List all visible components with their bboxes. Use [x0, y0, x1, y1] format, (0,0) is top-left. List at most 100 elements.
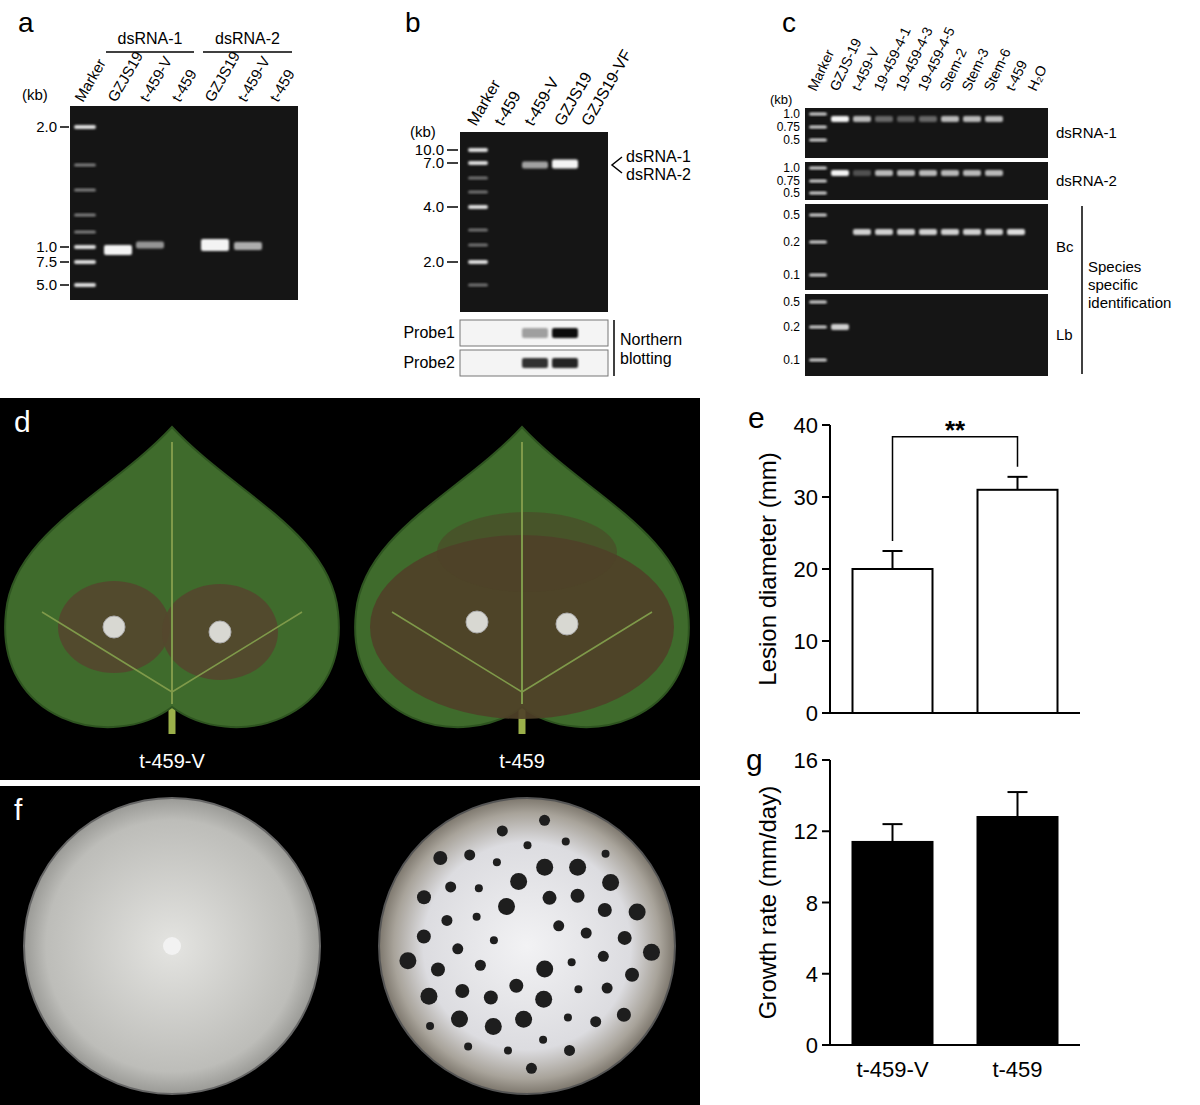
gel-band — [74, 164, 96, 167]
sclerotium — [536, 961, 553, 978]
sclerotium — [536, 859, 553, 876]
panel-label: g — [746, 743, 763, 776]
agar-disk — [209, 621, 231, 643]
marker-tick — [447, 261, 458, 263]
marker-tick — [447, 206, 458, 208]
sclerotium — [535, 991, 552, 1008]
strip-label: dsRNA-2 — [1056, 172, 1117, 189]
sclerotium — [564, 1013, 572, 1021]
sclerotium — [475, 884, 483, 892]
gel-band — [522, 328, 548, 338]
gel-band — [919, 170, 937, 176]
group-label: dsRNA-1 — [118, 30, 183, 47]
gel-band — [809, 359, 827, 362]
gel-band — [941, 170, 959, 176]
gel-band — [468, 244, 488, 247]
group-label-line: identification — [1088, 294, 1171, 311]
gel-band — [74, 260, 96, 264]
gel-band — [831, 324, 849, 330]
gel-band — [809, 192, 827, 195]
gel-band — [74, 214, 96, 217]
sclerotium — [455, 984, 469, 998]
vein — [521, 442, 523, 704]
tick-label: 0 — [806, 1033, 818, 1058]
agar-disk — [103, 616, 125, 638]
error-line — [1017, 477, 1019, 490]
marker-size: 0.1 — [783, 268, 800, 282]
sclerotium — [602, 983, 613, 994]
tick-label: 12 — [794, 819, 818, 844]
strip-label: Lb — [1056, 326, 1073, 343]
sclerotium — [574, 985, 582, 993]
y-tick — [822, 973, 830, 975]
marker-tick — [447, 162, 458, 164]
marker-size: 0.1 — [783, 353, 800, 367]
sclerotium — [539, 815, 550, 826]
error-bar — [883, 551, 903, 569]
gel — [805, 108, 1048, 158]
vein — [522, 612, 652, 692]
gel-band — [468, 161, 488, 165]
sclerotium — [464, 849, 475, 860]
tick-label: t-459-V — [856, 1057, 928, 1082]
strip-label: Bc — [1056, 238, 1074, 255]
sclerotium — [490, 936, 498, 944]
sclerotium — [629, 904, 646, 921]
marker-size: 1.0 — [783, 161, 800, 175]
blot — [460, 320, 608, 346]
gel-band — [74, 245, 96, 249]
caption: t-459-V — [139, 750, 205, 772]
gel — [805, 204, 1048, 290]
gel-band — [74, 283, 96, 287]
marker-size: 0.5 — [783, 295, 800, 309]
bar — [978, 817, 1058, 1045]
gel-band — [919, 116, 937, 122]
y-tick — [822, 496, 830, 498]
gel-band — [136, 242, 164, 249]
gel-band — [809, 274, 827, 277]
sclerotium — [568, 958, 576, 966]
sclerotium — [523, 841, 531, 849]
error-cap — [1008, 791, 1028, 793]
marker-size: 7.0 — [423, 154, 444, 171]
sclerotium — [618, 931, 632, 945]
marker-size: 2.0 — [423, 253, 444, 270]
gel-band — [809, 139, 827, 142]
gel-band — [809, 214, 827, 217]
lane-label: t-459 — [491, 88, 524, 128]
gel-band — [468, 148, 488, 152]
band-label: dsRNA-1 — [626, 148, 691, 165]
gel-band — [853, 116, 871, 122]
gel-band — [74, 125, 96, 129]
gel-band — [897, 170, 915, 176]
gel — [805, 162, 1048, 200]
gel-band — [468, 260, 488, 264]
agar-disk — [466, 611, 488, 633]
gel-band — [985, 170, 1003, 176]
group-label: dsRNA-2 — [215, 30, 280, 47]
bar — [853, 569, 933, 713]
unit-label: (kb) — [410, 123, 436, 140]
sclerotium — [433, 851, 447, 865]
gel-band — [552, 358, 578, 368]
gel-band — [875, 229, 893, 235]
gel-band — [468, 284, 488, 287]
gel-band — [963, 229, 981, 235]
error-bar — [883, 824, 903, 842]
tick-label: 0 — [806, 701, 818, 726]
gel-band — [74, 231, 96, 234]
gel-band — [809, 113, 827, 116]
plate — [24, 798, 320, 1094]
sclerotium — [475, 960, 486, 971]
y-tick — [822, 902, 830, 904]
sclerotium — [515, 1011, 532, 1028]
sclerotium — [569, 859, 586, 876]
error-line — [892, 824, 894, 842]
sclerotium — [452, 943, 463, 954]
gel-band — [552, 160, 578, 169]
sclerotium — [484, 990, 498, 1004]
sclerotium — [598, 903, 612, 917]
sclerotium — [602, 874, 619, 891]
vein — [171, 442, 173, 704]
sclerotium — [417, 929, 431, 943]
